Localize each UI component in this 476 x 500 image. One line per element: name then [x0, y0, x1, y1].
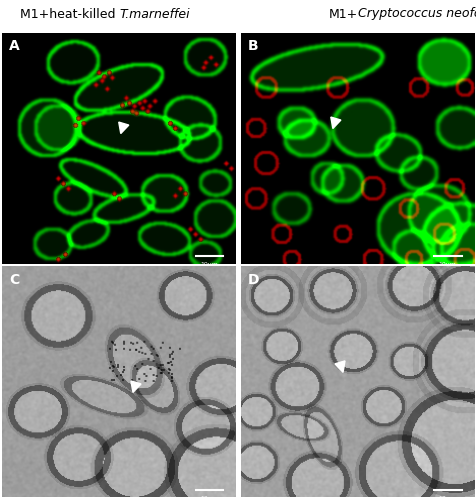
- Text: T.marneffei: T.marneffei: [119, 8, 189, 20]
- Text: C: C: [10, 273, 20, 287]
- Polygon shape: [119, 122, 129, 134]
- Text: D: D: [248, 273, 259, 287]
- Text: B: B: [248, 40, 258, 54]
- Text: 10μm: 10μm: [438, 496, 456, 500]
- Text: Cryptococcus neoformans: Cryptococcus neoformans: [357, 8, 476, 20]
- Text: 10μm: 10μm: [438, 262, 456, 267]
- Polygon shape: [334, 361, 344, 372]
- Polygon shape: [330, 117, 340, 128]
- Polygon shape: [131, 381, 141, 392]
- Text: M1+: M1+: [328, 8, 357, 20]
- Text: 10μm: 10μm: [200, 496, 218, 500]
- Text: A: A: [10, 40, 20, 54]
- Text: 10μm: 10μm: [200, 262, 218, 267]
- Text: M1+heat-killed: M1+heat-killed: [20, 8, 119, 20]
